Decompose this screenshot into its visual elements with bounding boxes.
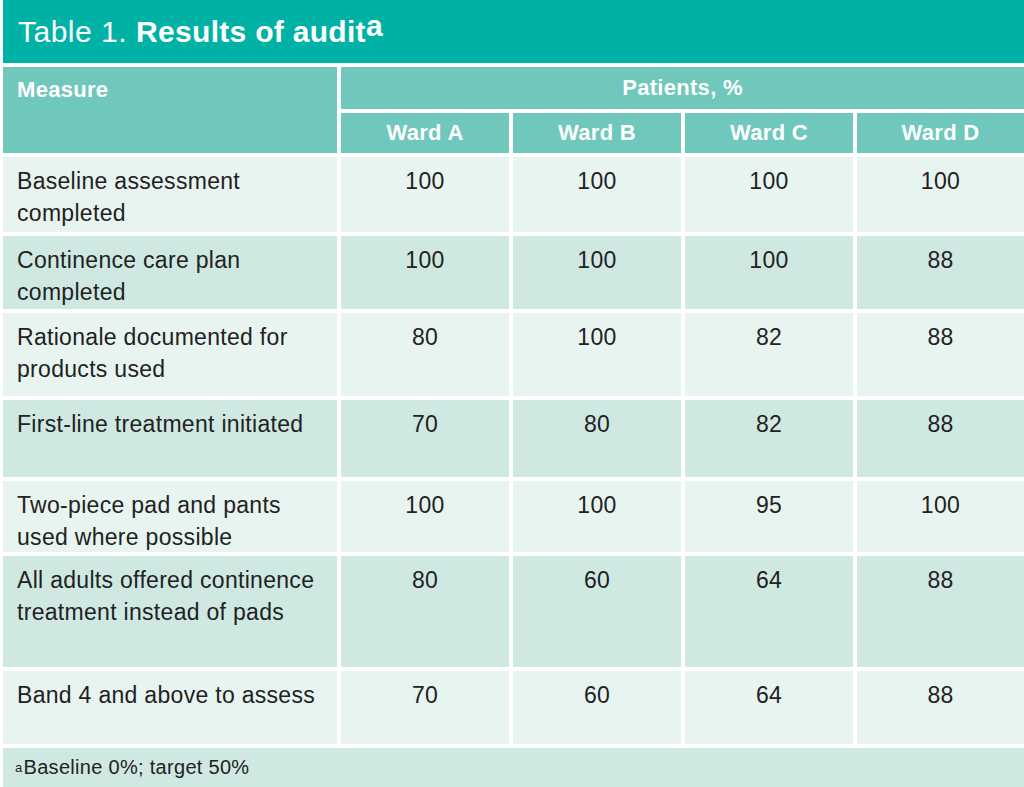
measure-cell: First-line treatment initiated — [3, 400, 337, 477]
value-cell: 100 — [513, 236, 681, 309]
column-header-ward-d: Ward D — [857, 113, 1024, 153]
value-cell: 100 — [857, 157, 1024, 232]
value-cell: 100 — [341, 481, 509, 552]
value-cell: 70 — [341, 671, 509, 744]
value-cell: 88 — [857, 556, 1024, 667]
value-cell: 100 — [513, 157, 681, 232]
measure-cell: Baseline assessment completed — [3, 157, 337, 232]
audit-table: Measure Patients, % Ward A Ward B Ward C… — [3, 67, 1024, 787]
value-cell: 100 — [513, 313, 681, 396]
measure-cell: All adults offered continence treatment … — [3, 556, 337, 667]
value-cell: 80 — [341, 313, 509, 396]
footnote-text: Baseline 0%; target 50% — [24, 756, 250, 779]
measure-cell: Two-piece pad and pants used where possi… — [3, 481, 337, 552]
value-cell: 100 — [513, 481, 681, 552]
value-cell: 60 — [513, 556, 681, 667]
value-cell: 80 — [341, 556, 509, 667]
value-cell: 88 — [857, 313, 1024, 396]
column-header-ward-b: Ward B — [513, 113, 681, 153]
value-cell: 80 — [513, 400, 681, 477]
value-cell: 88 — [857, 236, 1024, 309]
value-cell: 100 — [685, 236, 853, 309]
table-title-bar: Table 1. Results of audita — [3, 0, 1024, 63]
value-cell: 70 — [341, 400, 509, 477]
measure-cell: Continence care plan completed — [3, 236, 337, 309]
title-footnote-marker: a — [366, 8, 383, 41]
column-header-ward-a: Ward A — [341, 113, 509, 153]
value-cell: 88 — [857, 400, 1024, 477]
value-cell: 100 — [341, 236, 509, 309]
table-title: Table 1.Results of audita — [18, 15, 383, 49]
value-cell: 95 — [685, 481, 853, 552]
value-cell: 60 — [513, 671, 681, 744]
measure-cell: Band 4 and above to assess — [3, 671, 337, 744]
value-cell: 64 — [685, 671, 853, 744]
column-header-ward-c: Ward C — [685, 113, 853, 153]
value-cell: 64 — [685, 556, 853, 667]
value-cell: 82 — [685, 313, 853, 396]
table-footnote: aBaseline 0%; target 50% — [3, 748, 1024, 787]
table-title-text: Results of audit — [136, 15, 366, 48]
measure-cell: Rationale documented for products used — [3, 313, 337, 396]
value-cell: 100 — [857, 481, 1024, 552]
value-cell: 82 — [685, 400, 853, 477]
column-header-measure: Measure — [3, 67, 337, 153]
value-cell: 100 — [685, 157, 853, 232]
column-header-patients: Patients, % — [341, 67, 1024, 109]
table-figure: Table 1. Results of audita Measure Patien… — [0, 0, 1024, 787]
table-number: Table 1. — [18, 15, 127, 48]
value-cell: 100 — [341, 157, 509, 232]
value-cell: 88 — [857, 671, 1024, 744]
